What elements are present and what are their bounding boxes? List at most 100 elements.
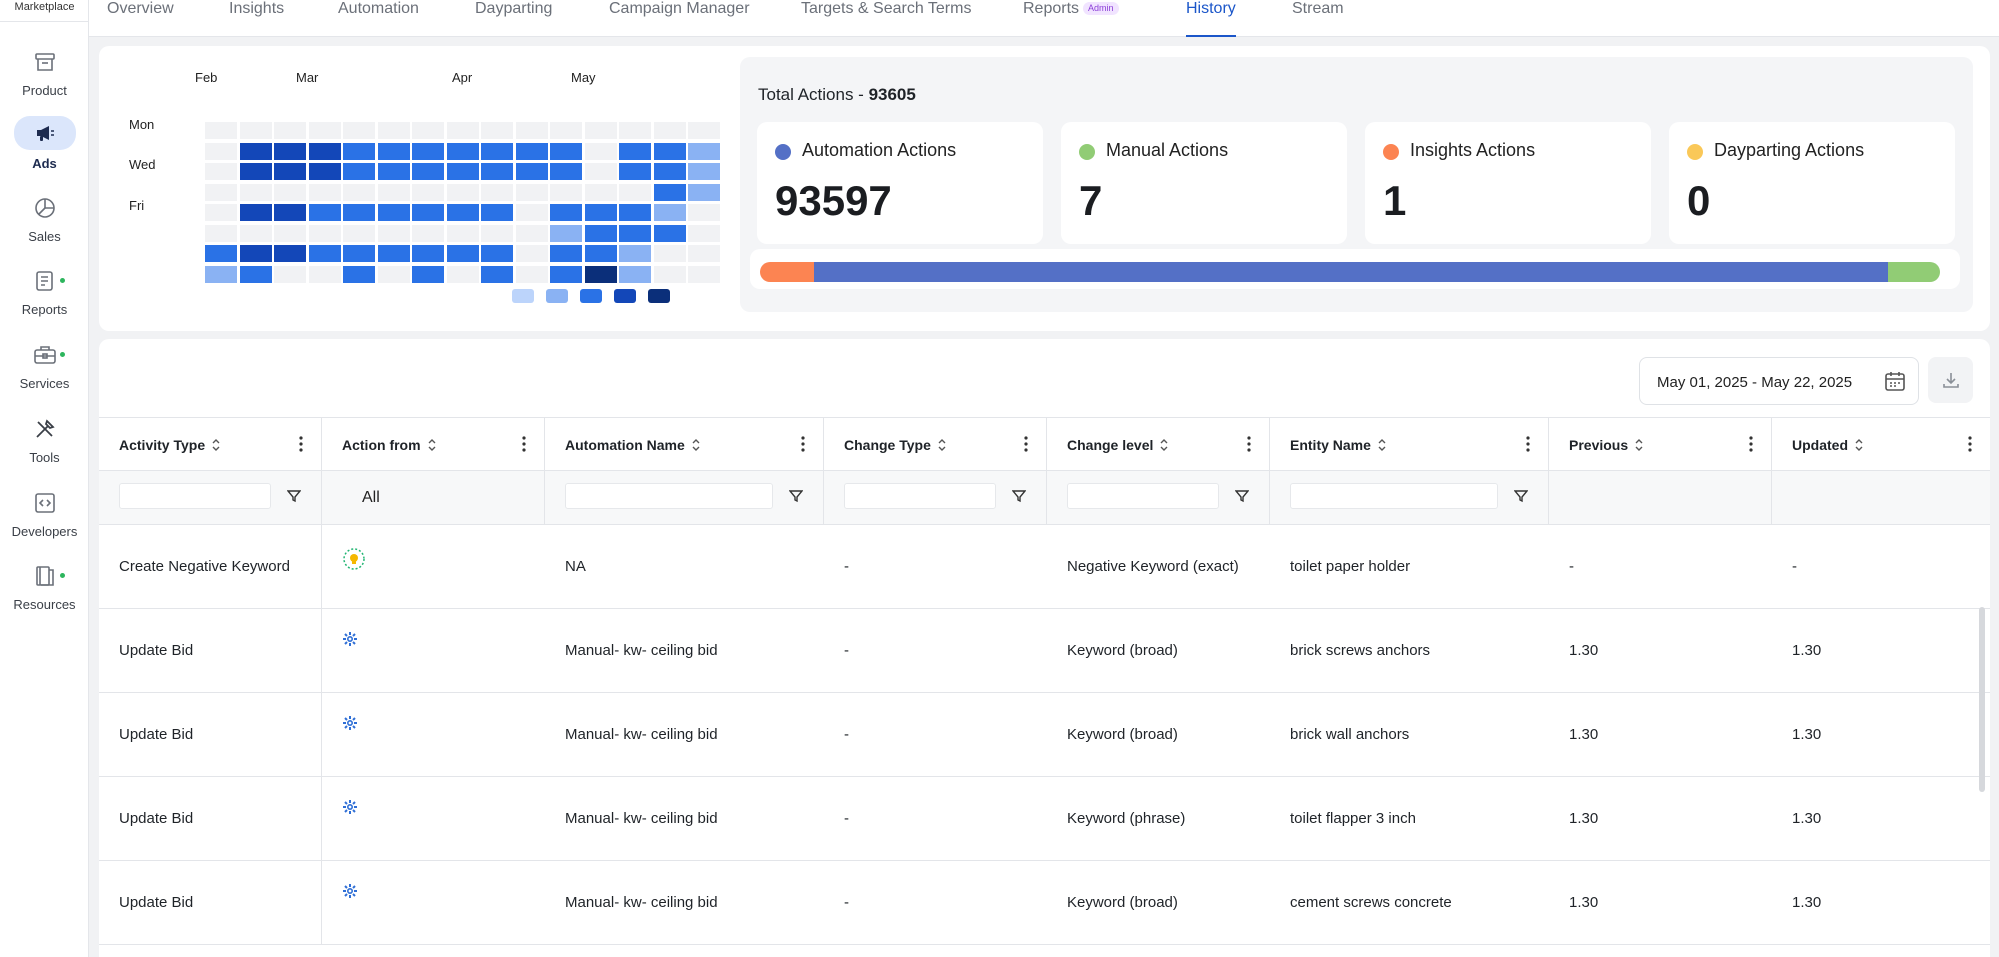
heatmap-cell[interactable] xyxy=(308,224,341,242)
sidebar-item-resources[interactable]: Resources xyxy=(0,561,89,621)
sort-icon[interactable] xyxy=(1377,439,1387,451)
heatmap-cell[interactable] xyxy=(446,265,479,283)
heatmap-cell[interactable] xyxy=(515,245,548,262)
heatmap-cell[interactable] xyxy=(619,245,651,262)
entity-name-filter-input[interactable] xyxy=(1290,483,1498,509)
heatmap-cell[interactable] xyxy=(274,122,306,139)
heatmap-cell[interactable] xyxy=(308,265,341,283)
heatmap-cell[interactable] xyxy=(343,265,375,283)
heatmap-cell[interactable] xyxy=(653,265,686,283)
heatmap-cell[interactable] xyxy=(688,224,720,242)
heatmap-cell[interactable] xyxy=(515,204,548,221)
column-header-activity-type[interactable]: Activity Type xyxy=(99,418,322,472)
heatmap-cell[interactable] xyxy=(446,224,479,242)
heatmap-cell[interactable] xyxy=(308,122,341,139)
heatmap-cell[interactable] xyxy=(274,204,306,221)
heatmap-cell[interactable] xyxy=(205,183,237,201)
heatmap-cell[interactable] xyxy=(412,245,444,262)
heatmap-cell[interactable] xyxy=(550,265,582,283)
heatmap-cell[interactable] xyxy=(653,224,686,242)
heatmap-cell[interactable] xyxy=(550,204,582,221)
heatmap-cell[interactable] xyxy=(584,245,617,262)
heatmap-cell[interactable] xyxy=(377,245,410,262)
heatmap-cell[interactable] xyxy=(688,245,720,262)
heatmap-cell[interactable] xyxy=(481,183,513,201)
heatmap-cell[interactable] xyxy=(446,245,479,262)
heatmap-cell[interactable] xyxy=(481,204,513,221)
heatmap-cell[interactable] xyxy=(584,163,617,180)
sidebar-item-product[interactable]: Product xyxy=(0,47,89,107)
table-row[interactable]: Update Bid Manual- kw- ceiling bid - Keywor… xyxy=(99,777,1990,861)
sort-icon[interactable] xyxy=(211,439,221,451)
tab-history[interactable]: History xyxy=(1186,0,1236,37)
filter-icon[interactable] xyxy=(287,489,301,503)
heatmap-cell[interactable] xyxy=(377,122,410,139)
filter-icon[interactable] xyxy=(1235,489,1249,503)
heatmap-cell[interactable] xyxy=(515,224,548,242)
heatmap-cell[interactable] xyxy=(550,142,582,160)
heatmap-cell[interactable] xyxy=(619,183,651,201)
heatmap-cell[interactable] xyxy=(584,122,617,139)
heatmap-cell[interactable] xyxy=(550,224,582,242)
heatmap-cell[interactable] xyxy=(653,183,686,201)
heatmap-cell[interactable] xyxy=(412,122,444,139)
heatmap-cell[interactable] xyxy=(550,163,582,180)
heatmap-cell[interactable] xyxy=(343,142,375,160)
heatmap-cell[interactable] xyxy=(584,224,617,242)
heatmap-cell[interactable] xyxy=(308,204,341,221)
column-menu-icon[interactable] xyxy=(1024,436,1028,452)
heatmap-cell[interactable] xyxy=(239,122,272,139)
heatmap-cell[interactable] xyxy=(239,163,272,180)
tab-targets-search-terms[interactable]: Targets & Search Terms xyxy=(801,0,971,37)
column-header-action-from[interactable]: Action from xyxy=(322,418,545,472)
sort-icon[interactable] xyxy=(427,439,437,451)
heatmap-cell[interactable] xyxy=(446,163,479,180)
heatmap-cell[interactable] xyxy=(688,265,720,283)
tab-automation[interactable]: Automation xyxy=(338,0,419,37)
heatmap-cell[interactable] xyxy=(619,204,651,221)
heatmap-cell[interactable] xyxy=(446,142,479,160)
sort-icon[interactable] xyxy=(1854,439,1864,451)
heatmap-cell[interactable] xyxy=(239,265,272,283)
heatmap-cell[interactable] xyxy=(343,224,375,242)
heatmap-cell[interactable] xyxy=(377,224,410,242)
column-menu-icon[interactable] xyxy=(299,436,303,452)
heatmap-cell[interactable] xyxy=(515,142,548,160)
heatmap-cell[interactable] xyxy=(653,245,686,262)
heatmap-cell[interactable] xyxy=(446,122,479,139)
heatmap-cell[interactable] xyxy=(308,163,341,180)
heatmap-cell[interactable] xyxy=(412,224,444,242)
heatmap-cell[interactable] xyxy=(377,142,410,160)
filter-icon[interactable] xyxy=(789,489,803,503)
heatmap-cell[interactable] xyxy=(481,224,513,242)
change-level-filter-input[interactable] xyxy=(1067,483,1219,509)
tab-campaign-manager[interactable]: Campaign Manager xyxy=(609,0,750,37)
heatmap-cell[interactable] xyxy=(343,204,375,221)
heatmap-cell[interactable] xyxy=(274,224,306,242)
heatmap-cell[interactable] xyxy=(688,163,720,180)
heatmap-cell[interactable] xyxy=(308,142,341,160)
column-header-previous[interactable]: Previous xyxy=(1549,418,1772,472)
sidebar-item-developers[interactable]: Developers xyxy=(0,488,89,548)
heatmap-cell[interactable] xyxy=(239,224,272,242)
heatmap-cell[interactable] xyxy=(619,265,651,283)
tab-stream[interactable]: Stream xyxy=(1292,0,1344,37)
heatmap-cell[interactable] xyxy=(481,265,513,283)
table-row[interactable]: Update Bid Manual- kw- ceiling bid - Keywor… xyxy=(99,693,1990,777)
sidebar-item-reports[interactable]: Reports xyxy=(0,266,89,326)
heatmap-cell[interactable] xyxy=(205,245,237,262)
column-menu-icon[interactable] xyxy=(1749,436,1753,452)
table-row[interactable]: Create Negative Keyword NA - Negative Keywo… xyxy=(99,525,1990,609)
heatmap-cell[interactable] xyxy=(377,265,410,283)
tab-overview[interactable]: Overview xyxy=(107,0,174,37)
heatmap-cell[interactable] xyxy=(239,245,272,262)
sidebar-item-services[interactable]: Services xyxy=(0,340,89,400)
heatmap-cell[interactable] xyxy=(205,204,237,221)
heatmap-cell[interactable] xyxy=(308,183,341,201)
table-scrollbar[interactable] xyxy=(1979,607,1985,792)
heatmap-cell[interactable] xyxy=(274,265,306,283)
heatmap-cell[interactable] xyxy=(274,163,306,180)
heatmap-cell[interactable] xyxy=(446,204,479,221)
activity-type-filter-input[interactable] xyxy=(119,483,271,509)
heatmap-cell[interactable] xyxy=(653,142,686,160)
